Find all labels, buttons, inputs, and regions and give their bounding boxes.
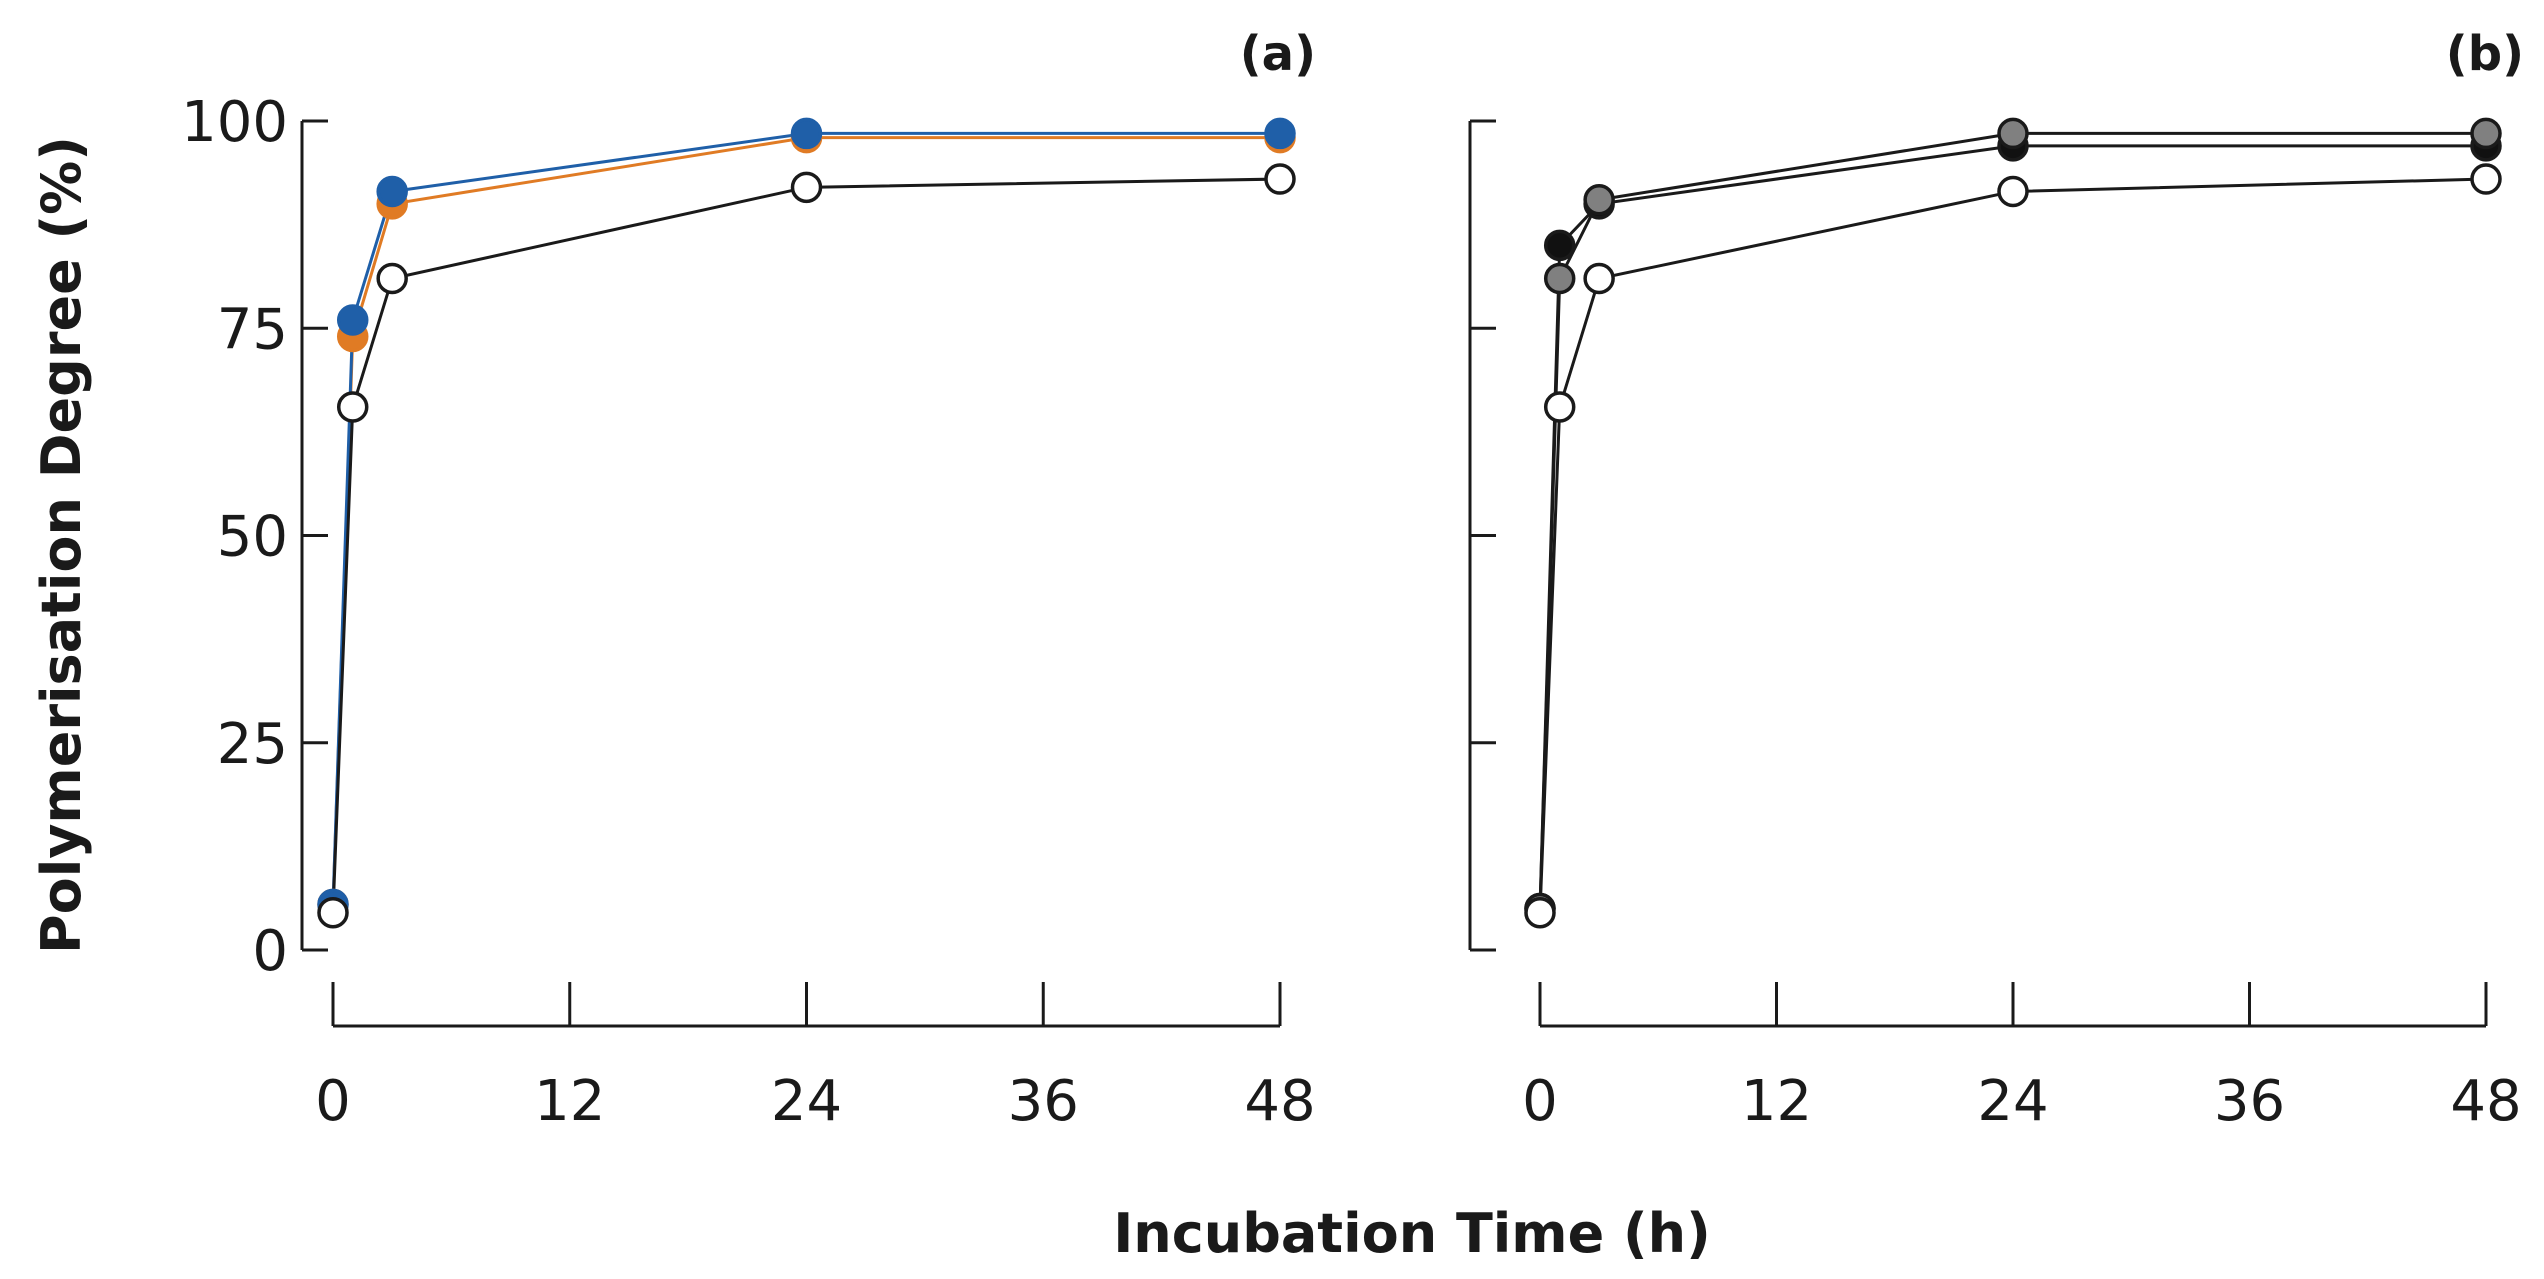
data-point-open-circle: [1583, 262, 1615, 295]
y-tick-label: 75: [217, 297, 288, 362]
data-point-grey-filled: [1583, 184, 1615, 216]
x-tick-label: 24: [1977, 1069, 2048, 1134]
y-tick-label: 25: [217, 712, 288, 777]
x-axis-title: Incubation Time (h): [1113, 1202, 1711, 1265]
data-point-open-circle: [1543, 391, 1576, 423]
data-point-open-circle: [1264, 163, 1296, 195]
panel-a: 0 25 50 75 100 0 12 24 36 48 (a): [181, 26, 1316, 1134]
x-tick-label: 48: [1244, 1069, 1315, 1134]
data-point-open-circle: [1524, 896, 1556, 929]
x-tick-label: 12: [1741, 1069, 1812, 1134]
data-point-blue-filled: [790, 117, 823, 150]
y-tick-label: 50: [217, 505, 288, 570]
x-tick-label: 0: [1522, 1069, 1558, 1134]
panel-label: (a): [1240, 26, 1316, 82]
x-tick-label: 12: [534, 1069, 605, 1134]
data-point-grey-filled: [2470, 117, 2502, 150]
data-point-grey-filled: [1543, 262, 1576, 295]
data-point-open-circle: [2470, 163, 2502, 195]
x-tick-label: 48: [2450, 1069, 2521, 1134]
data-point-grey-filled: [1997, 117, 2029, 150]
data-point-open-circle: [1997, 175, 2029, 208]
panel-b: 0 12 24 36 48 (b): [1468, 26, 2524, 1134]
data-point-open-circle: [790, 171, 823, 204]
series-line-blue-filled: [331, 131, 1280, 905]
panel-label: (b): [2446, 26, 2524, 82]
series-line-open-circle: [1538, 177, 2487, 913]
data-point-blue-filled: [1264, 117, 1296, 150]
series-line-open-circle: [331, 177, 1281, 913]
data-point-blue-filled: [376, 175, 408, 208]
y-axis-title: Polymerisation Degree (%): [30, 136, 93, 954]
data-point-open-circle: [317, 896, 349, 929]
x-tick-label: 24: [771, 1069, 842, 1134]
series-line-orange-filled: [331, 136, 1280, 905]
series-line-grey-filled: [1538, 131, 2486, 909]
x-tick-label: 36: [2214, 1069, 2285, 1134]
data-point-blue-filled: [336, 304, 369, 336]
data-point-open-circle: [376, 262, 408, 295]
x-tick-label: 0: [315, 1069, 351, 1134]
data-point-black-filled: [1543, 229, 1576, 262]
data-point-open-circle: [336, 391, 369, 423]
y-tick-label: 100: [181, 90, 288, 155]
y-tick-label: 0: [252, 919, 288, 984]
x-tick-label: 36: [1008, 1069, 1079, 1134]
